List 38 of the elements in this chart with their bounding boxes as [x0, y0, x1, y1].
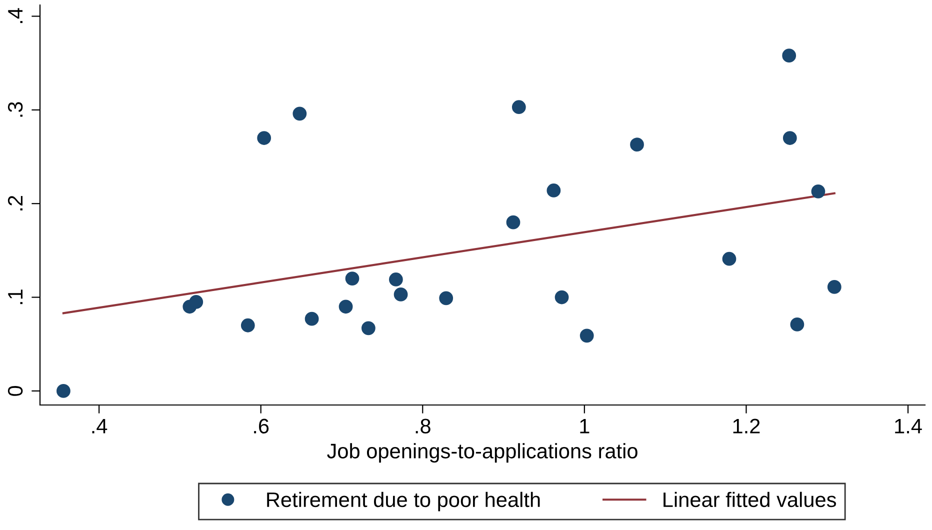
point — [240, 318, 255, 332]
y-tick-label: .3 — [8, 102, 23, 117]
point — [292, 106, 307, 121]
x-tick-label: .6 — [254, 418, 269, 434]
point — [782, 131, 797, 145]
point — [811, 184, 826, 198]
point — [394, 288, 408, 302]
point — [345, 272, 360, 286]
x-tick-label: 1.4 — [895, 418, 922, 434]
point — [56, 384, 70, 398]
point — [722, 252, 736, 266]
point — [512, 100, 526, 114]
y-tick-label: .1 — [8, 290, 22, 304]
point — [554, 290, 569, 304]
x-axis-title: Job openings-to-applications ratio — [327, 443, 638, 463]
legend-label: Linear fitted values — [664, 492, 836, 508]
x-tick-label: 1 — [580, 418, 590, 434]
point — [782, 48, 796, 63]
point — [257, 131, 272, 145]
y-tick-label: .2 — [8, 196, 22, 210]
point — [304, 312, 319, 326]
x-tick-label: .8 — [416, 418, 430, 434]
point — [361, 321, 376, 336]
x-tick-label: 1.2 — [733, 418, 760, 434]
y-tick-label: .4 — [8, 8, 22, 24]
point — [580, 328, 594, 343]
legend-label: Retirement due to poor health — [267, 492, 540, 512]
point — [827, 280, 842, 294]
point — [338, 300, 353, 314]
point — [546, 184, 561, 198]
y-tick-label: 0 — [8, 386, 23, 396]
x-tick-label: .4 — [92, 418, 108, 434]
point — [790, 317, 804, 332]
point — [388, 272, 403, 286]
point — [439, 291, 454, 306]
point — [630, 138, 644, 152]
point — [189, 295, 204, 309]
point — [506, 215, 520, 230]
